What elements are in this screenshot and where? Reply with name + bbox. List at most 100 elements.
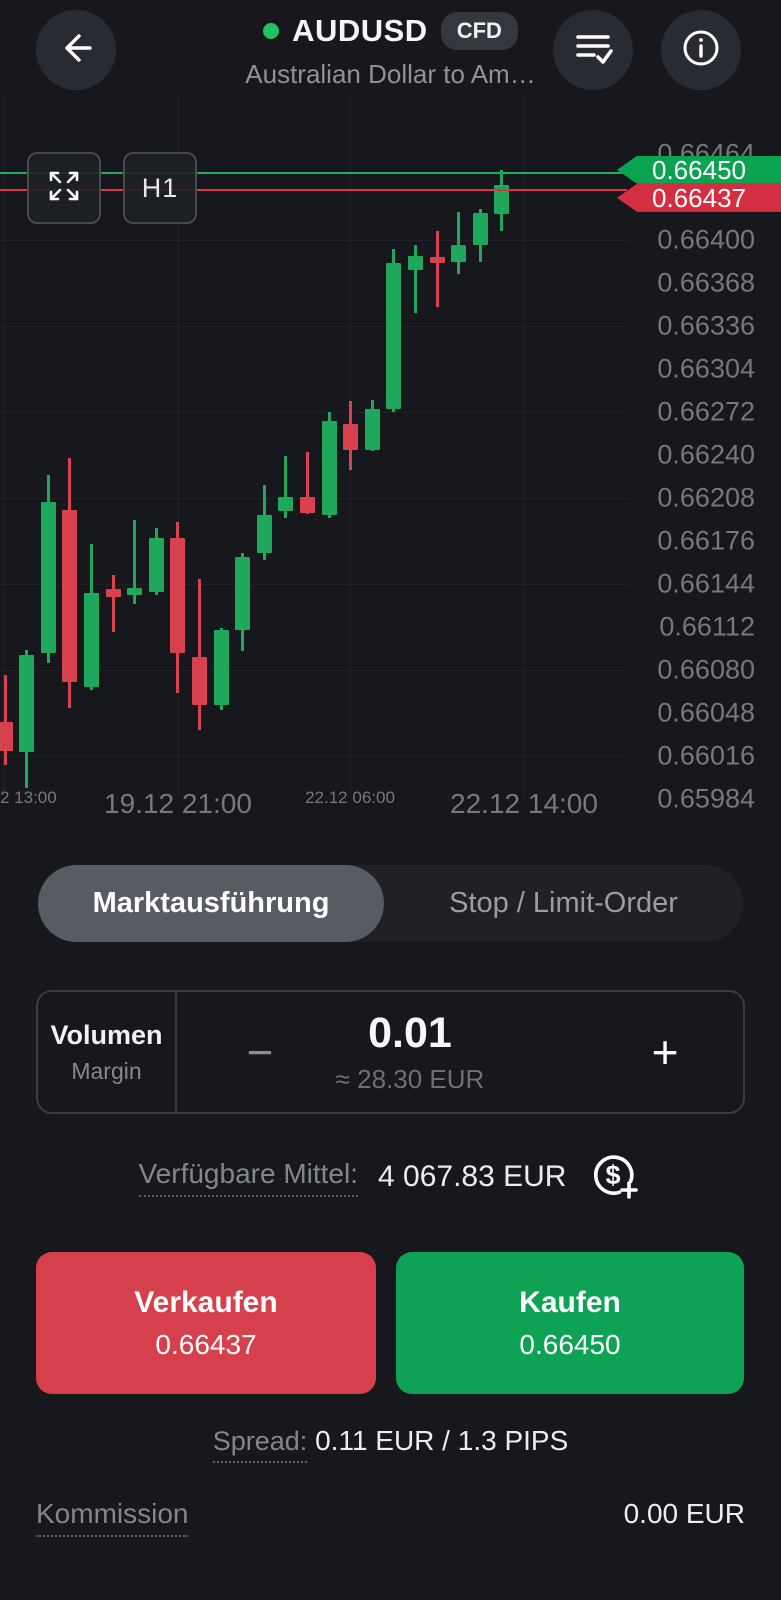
sell-button[interactable]: Verkaufen 0.66437: [36, 1252, 376, 1394]
volume-label: Volumen: [50, 1019, 163, 1050]
candle-body: [364, 409, 380, 450]
candle-body: [278, 496, 294, 512]
candle-body: [407, 256, 423, 270]
x-axis-time-label: 22.12 06:00: [305, 788, 395, 807]
timeframe-button[interactable]: H1: [123, 152, 197, 224]
y-axis-price-label: 0.66016: [657, 740, 755, 771]
horizontal-gridline: [0, 412, 630, 413]
y-axis-price-label: 0.66368: [657, 267, 755, 298]
candle-body: [105, 589, 121, 598]
y-axis-price-label: 0.66304: [657, 353, 755, 384]
candle-body: [83, 593, 99, 688]
candle-wick: [3, 675, 7, 766]
volume-approx-eur: ≈ 28.30 EUR: [335, 1064, 485, 1094]
commission-value: 0.00 EUR: [623, 1498, 745, 1529]
list-check-icon: [571, 28, 615, 73]
buy-button-label: Kaufen: [519, 1285, 621, 1319]
instrument-header: AUDUSD CFD Australian Dollar to Am…: [0, 12, 781, 90]
volume-increase-button[interactable]: +: [651, 1026, 679, 1078]
svg-text:$: $: [606, 1160, 621, 1190]
candle-wick: [284, 456, 288, 519]
candle-body: [148, 538, 164, 593]
candle-body: [321, 421, 337, 516]
candle-body: [299, 496, 315, 513]
candle-body: [19, 655, 35, 752]
timeframe-label: H1: [141, 172, 179, 203]
y-axis-price-label: 0.66176: [657, 525, 755, 556]
volume-value[interactable]: 0.01: [368, 1009, 452, 1057]
candle-wick: [457, 211, 461, 274]
candle-body: [40, 502, 56, 653]
candle-body: [0, 722, 13, 751]
orders-list-button[interactable]: [553, 10, 633, 90]
candle-body: [235, 557, 251, 630]
price-chart[interactable]: 0.66464 0.66400 0.66368 0.66336 0.66304 0.662…: [0, 96, 781, 828]
info-icon: [679, 26, 723, 75]
candle-body: [170, 538, 186, 653]
fullscreen-button[interactable]: [27, 152, 101, 224]
candle-body: [472, 213, 488, 246]
candle-body: [191, 656, 207, 705]
available-funds-label[interactable]: Verfügbare Mittel:: [138, 1158, 358, 1197]
tab-market-execution[interactable]: Marktausführung: [38, 865, 384, 942]
tab-stop-limit-order[interactable]: Stop / Limit-Order: [449, 887, 678, 919]
candle-body: [451, 245, 467, 262]
spread-label[interactable]: Spread:: [212, 1426, 308, 1463]
horizontal-gridline: [0, 240, 630, 241]
market-open-dot: [263, 23, 280, 39]
candle-wick: [111, 574, 115, 633]
horizontal-gridline: [0, 498, 630, 499]
y-axis-price-label: 0.66240: [657, 439, 755, 470]
candle-body: [127, 588, 143, 595]
candle-body: [343, 424, 359, 450]
volume-value-group[interactable]: 0.01 ≈ 28.30 EUR: [177, 992, 643, 1112]
horizontal-gridline: [0, 326, 630, 327]
sell-button-price: 0.66437: [155, 1328, 257, 1360]
candle-wick: [305, 452, 309, 515]
y-axis-price-label: 0.66048: [657, 697, 755, 728]
candle-body: [213, 629, 229, 705]
candle-wick: [413, 245, 417, 313]
cfd-badge: CFD: [440, 12, 518, 50]
spread-row: Spread: 0.11 EUR / 1.3 PIPS: [0, 1425, 781, 1463]
available-funds-value: 4 067.83 EUR: [378, 1160, 567, 1193]
info-button[interactable]: [661, 10, 741, 90]
vertical-gridline: [178, 96, 179, 796]
horizontal-gridline: [0, 670, 630, 671]
candle-wick: [435, 230, 439, 308]
vertical-gridline: [3, 96, 4, 796]
y-axis-price-label: 0.66208: [657, 482, 755, 513]
candle-body: [62, 510, 78, 683]
buy-button[interactable]: Kaufen 0.66450: [396, 1252, 744, 1394]
y-axis-price-label: 0.66080: [657, 654, 755, 685]
sell-button-label: Verkaufen: [134, 1285, 278, 1319]
x-axis-time-label: 19.12 21:00: [104, 788, 252, 819]
candle-body: [429, 257, 445, 263]
order-type-tabs: Marktausführung Stop / Limit-Order: [38, 865, 743, 942]
x-axis-time-label: 22.12 14:00: [450, 788, 598, 819]
margin-label: Margin: [71, 1057, 142, 1084]
candle-body: [386, 262, 402, 410]
horizontal-gridline: [0, 756, 630, 757]
candle-wick: [197, 578, 201, 731]
expand-icon: [45, 167, 83, 210]
instrument-subtitle: Australian Dollar to Am…: [245, 59, 536, 89]
volume-decrease-button[interactable]: −: [246, 1026, 274, 1078]
volume-mode-switch[interactable]: Volumen Margin: [38, 992, 177, 1112]
spread-value: 0.11 EUR / 1.3 PIPS: [307, 1425, 569, 1456]
back-button[interactable]: [36, 10, 116, 90]
candle-body: [494, 184, 510, 215]
horizontal-gridline: [0, 584, 630, 585]
vertical-gridline: [524, 96, 525, 796]
y-axis-price-label: 0.66112: [659, 611, 755, 642]
candle-body: [256, 515, 272, 554]
volume-box: Volumen Margin − 0.01 ≈ 28.30 EUR +: [36, 990, 745, 1114]
deposit-icon[interactable]: $: [586, 1147, 642, 1208]
y-axis-price-label: 0.66272: [657, 396, 755, 427]
candle-wick: [133, 519, 137, 605]
commission-row: Kommission 0.00 EUR: [36, 1498, 745, 1537]
ask-price-tag: 0.66450: [617, 155, 781, 184]
bid-price-line: [0, 189, 627, 192]
commission-label[interactable]: Kommission: [36, 1498, 189, 1537]
